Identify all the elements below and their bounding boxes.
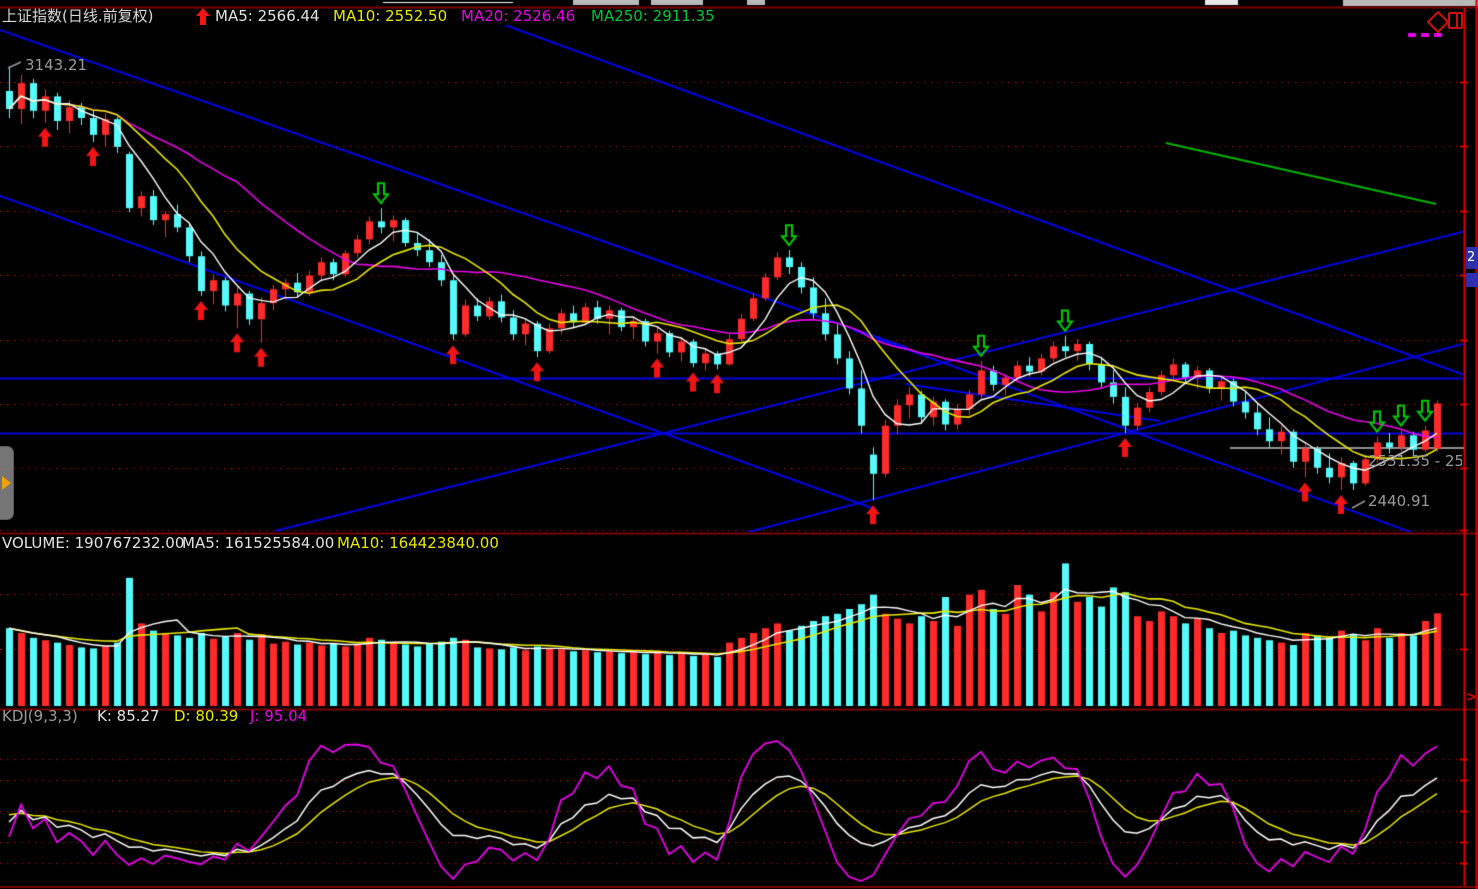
sidebar-expand-tab[interactable]	[0, 446, 14, 520]
axis-price-badge-fragment	[1466, 273, 1478, 287]
up-arrow-icon	[196, 8, 210, 29]
kdj-d-value: D: 80.39	[174, 707, 239, 725]
ma10-value: MA10: 2552.50	[333, 7, 448, 25]
volume-value: VOLUME: 190767232.00	[2, 534, 185, 552]
panel-layout-icon[interactable]	[1448, 12, 1463, 29]
vol-ma5-value: MA5: 161525584.00	[182, 534, 335, 552]
range-price-label: 2531.35 - 25	[1368, 453, 1462, 470]
ma20-value: MA20: 2526.46	[461, 7, 576, 25]
expand-right-icon[interactable]	[2, 476, 11, 490]
vol-ma10-value: MA10: 164423840.00	[337, 534, 499, 552]
kdj-name: KDJ(9,3,3)	[2, 707, 78, 725]
scroll-right-icon[interactable]: >	[1466, 690, 1477, 705]
low-price-label: 2440.91	[1368, 492, 1431, 510]
kdj-k-value: K: 85.27	[97, 707, 160, 725]
ma250-value: MA250: 2911.35	[591, 7, 715, 25]
kdj-j-value: J: 95.04	[250, 707, 308, 725]
symbol-title: 上证指数(日线.前复权)	[2, 7, 154, 25]
ma5-value: MA5: 2566.44	[215, 7, 320, 25]
high-price-label: 3143.21	[25, 56, 88, 74]
panel-layout-icon-divider	[1456, 14, 1458, 27]
axis-price-badge: 2	[1466, 247, 1478, 269]
